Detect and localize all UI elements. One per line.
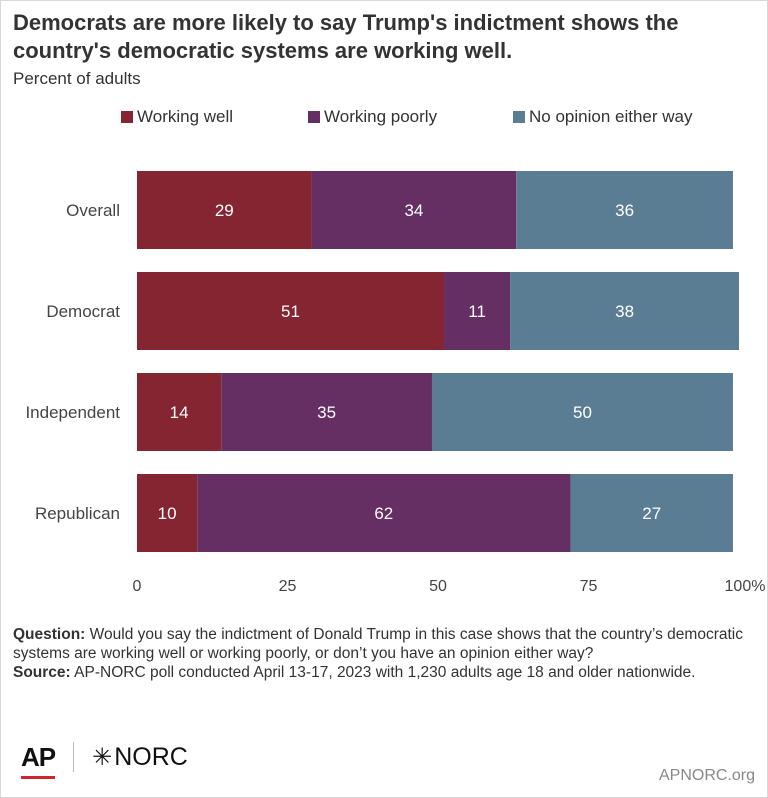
data-label-independent-working-poorly: 35 (317, 403, 336, 422)
question-text: Would you say the indictment of Donald T… (13, 626, 743, 662)
category-label-overall: Overall (66, 201, 120, 220)
legend-label-working-well: Working well (137, 107, 234, 126)
bar-republican-working-poorly (197, 474, 571, 552)
data-label-democrat-working-well: 51 (281, 302, 300, 321)
bar-overall-no-opinion-either-way (516, 171, 733, 249)
chart-subtitle: Percent of adults (13, 69, 141, 88)
source-text: AP-NORC poll conducted April 13-17, 2023… (74, 664, 696, 681)
footnote: Question: Would you say the indictment o… (13, 625, 757, 682)
source-note: Source: AP-NORC poll conducted April 13-… (13, 663, 757, 682)
data-label-democrat-no-opinion-either-way: 38 (615, 302, 634, 321)
legend-label-no-opinion: No opinion either way (529, 107, 693, 126)
legend-item-working-poorly: Working poorly (308, 107, 437, 127)
data-label-democrat-working-poorly: 11 (468, 302, 486, 321)
legend: Working well Working poorly No opinion e… (121, 107, 741, 129)
bar-republican-no-opinion-either-way (570, 474, 733, 552)
category-label-independent: Independent (25, 403, 120, 422)
x-tick-label-25: 25 (279, 578, 297, 595)
bar-independent-working-well (137, 373, 222, 451)
bar-democrat-working-well (137, 272, 445, 350)
bar-democrat-working-poorly (444, 272, 511, 350)
x-tick-label-100: 100% (725, 578, 766, 595)
data-label-republican-working-poorly: 62 (374, 504, 393, 523)
data-label-republican-no-opinion-either-way: 27 (642, 504, 661, 523)
bar-overall-working-well (137, 171, 312, 249)
bar-independent-working-poorly (221, 373, 432, 451)
bar-independent-no-opinion-either-way (431, 373, 733, 451)
source-label: Source: (13, 664, 71, 681)
x-tick-label-50: 50 (429, 578, 447, 595)
chart-title: Democrats are more likely to say Trump's… (13, 10, 679, 63)
data-label-republican-working-well: 10 (158, 504, 177, 523)
data-label-independent-working-well: 14 (170, 403, 189, 422)
norc-star-icon: ✳ (92, 743, 113, 771)
norc-logo: ✳ NORC (92, 743, 188, 772)
legend-swatch-no-opinion (513, 111, 525, 123)
bar-republican-working-well (137, 474, 198, 552)
ap-logo: AP (21, 741, 56, 779)
data-label-overall-working-well: 29 (215, 201, 234, 220)
stacked-bar-chart: Overall 29 34 36 Democrat 51 11 38 Independent 14… (25, 171, 766, 595)
x-tick-label-0: 0 (133, 578, 142, 595)
data-label-independent-no-opinion-either-way: 50 (573, 403, 592, 422)
logo-divider (73, 742, 75, 772)
bar-democrat-no-opinion-either-way (510, 272, 739, 350)
site-link: APNORC.org (658, 767, 755, 784)
x-tick-label-75: 75 (580, 578, 598, 595)
norc-logo-text: NORC (114, 742, 188, 771)
bar-overall-working-poorly (311, 171, 517, 249)
footer-logos: AP ✳ NORC (21, 737, 188, 779)
legend-swatch-working-well (121, 111, 133, 123)
data-label-overall-no-opinion-either-way: 36 (615, 201, 634, 220)
category-label-republican: Republican (35, 504, 120, 523)
data-label-overall-working-poorly: 34 (404, 201, 423, 220)
legend-swatch-working-poorly (308, 111, 320, 123)
legend-item-no-opinion: No opinion either way (513, 107, 692, 127)
question-label: Question: (13, 626, 86, 643)
legend-item-working-well: Working well (121, 107, 233, 127)
legend-label-working-poorly: Working poorly (324, 107, 438, 126)
question-note: Question: Would you say the indictment o… (13, 625, 757, 663)
category-label-democrat: Democrat (46, 302, 120, 321)
